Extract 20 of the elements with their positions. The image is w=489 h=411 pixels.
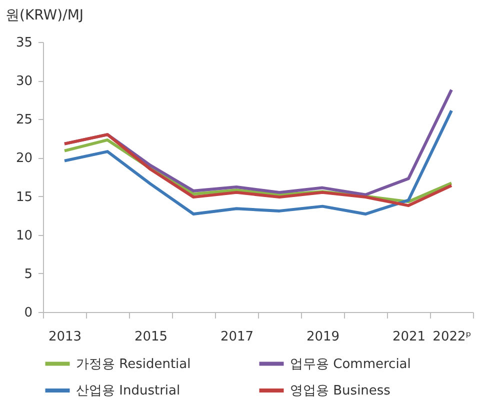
y-tick-label: 30 [16,74,32,90]
legend-label: 가정용 Residential [76,356,191,372]
legend-label: 영업용 Business [290,384,391,398]
legend-label: 업무용 Commercial [290,356,411,372]
y-tick-label: 0 [24,306,32,320]
line-series [63,109,453,216]
y-tick-label: 25 [16,112,32,128]
y-tick-label: 10 [16,228,32,244]
x-tick-label: 2017 [220,330,254,344]
x-tick-label: 2022ᵖ [432,330,472,344]
x-tick-label: 2013 [48,330,82,344]
legend-label: 산업용 Industrial [76,384,180,398]
x-tick-label: 2021 [392,330,426,344]
y-axis-title: 원(KRW)/MJ [6,8,84,24]
y-tick-label: 5 [24,266,32,282]
y-tick-label: 35 [16,36,32,50]
x-tick-label: 2015 [134,330,168,344]
x-tick-label: 2019 [306,330,340,344]
y-tick-label: 15 [16,190,32,205]
y-tick-label: 20 [16,151,32,166]
